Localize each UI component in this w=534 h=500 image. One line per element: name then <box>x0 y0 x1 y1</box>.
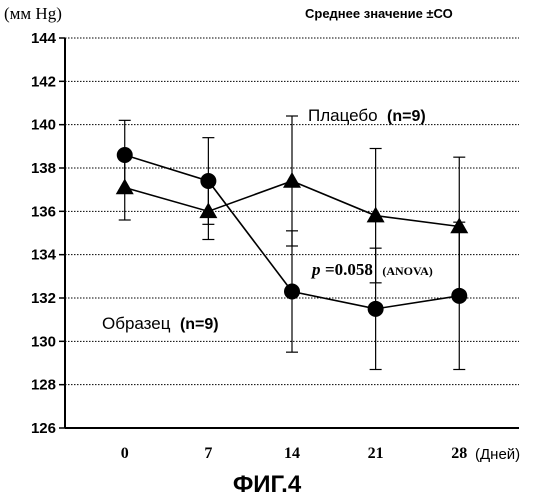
y-tick-labels: 126 128 130 132 134 136 138 140 142 144 <box>31 30 57 437</box>
x-tick-label: 28 <box>451 445 467 462</box>
legend-placebo-name: Плацебо <box>308 106 378 125</box>
x-tick-label: 7 <box>204 445 212 462</box>
x-tick-label: 21 <box>368 445 384 462</box>
data-point <box>368 301 384 317</box>
p-symbol: p <box>310 260 321 279</box>
data-point <box>451 288 467 304</box>
legend-sample-n: (n=9) <box>180 316 219 333</box>
x-tick-labels: 0 7 14 21 28 <box>121 445 468 462</box>
y-tick-label: 130 <box>31 333 56 350</box>
y-tick-label: 128 <box>31 377 56 394</box>
x-tick-label: 0 <box>121 445 129 462</box>
y-tick-label: 134 <box>31 247 57 264</box>
data-point <box>367 207 385 223</box>
y-tick-label: 132 <box>31 290 56 307</box>
data-point <box>200 173 216 189</box>
legend-placebo-label: Плацебо (n=9) <box>308 106 426 125</box>
x-unit-label: (Дней) <box>475 446 520 463</box>
y-tick-label: 138 <box>31 160 56 177</box>
legend-sample-name: Образец <box>102 314 171 333</box>
legend-sample-label: Образец (n=9) <box>102 314 219 333</box>
data-point <box>284 284 300 300</box>
y-tick-label: 140 <box>31 117 56 134</box>
y-tick-label: 144 <box>31 30 57 47</box>
y-tick-label: 126 <box>31 420 56 437</box>
p-value-annotation: p =0.058 (ANOVA) <box>310 260 433 279</box>
data-point <box>117 147 133 163</box>
y-unit-label: (мм Hg) <box>4 4 62 23</box>
legend-placebo-n: (n=9) <box>387 108 426 125</box>
x-tick-label: 14 <box>284 445 300 462</box>
axis-layer <box>59 38 519 428</box>
test-name: (ANOVA) <box>382 264 432 278</box>
data-point <box>283 172 301 188</box>
p-value: =0.058 <box>325 260 373 279</box>
stat-note: Среднее значение ±СО <box>305 6 453 21</box>
y-tick-label: 142 <box>31 73 56 90</box>
y-tick-label: 136 <box>31 203 56 220</box>
figure-label: ФИГ.4 <box>233 471 302 498</box>
